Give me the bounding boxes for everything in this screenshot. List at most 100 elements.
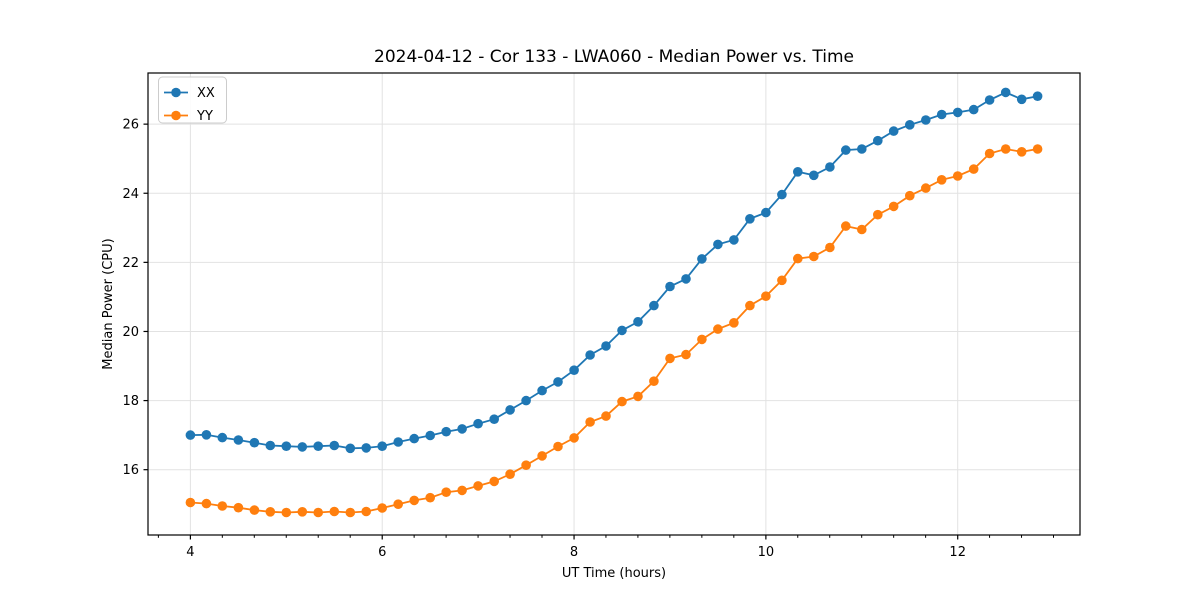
data-point-XX [585, 350, 595, 360]
data-point-XX [345, 443, 356, 454]
data-point-XX [473, 418, 483, 429]
tick-labels: 4 6 8 10 12 16 18 20 22 24 26 [122, 118, 966, 560]
data-point-XX [697, 254, 707, 264]
x-tick-label: 6 [378, 545, 386, 560]
y-tick-label: 24 [122, 187, 139, 202]
data-point-XX [905, 120, 915, 130]
data-point-YY [297, 507, 308, 517]
data-point-XX [936, 109, 947, 120]
data-point-YY [952, 171, 963, 181]
data-point-YY [601, 411, 611, 421]
data-point-XX [681, 274, 691, 284]
data-point-XX [649, 300, 659, 311]
plot-border [147, 72, 1081, 536]
data-point-YY [809, 251, 819, 262]
y-tick-label: 20 [122, 325, 139, 340]
data-point-YY [521, 460, 531, 471]
legend-marker-icon [171, 110, 181, 121]
data-point-XX [825, 162, 835, 172]
data-point-YY [233, 502, 244, 513]
data-series [185, 87, 1043, 518]
data-point-XX [921, 115, 931, 125]
data-point-XX [233, 435, 244, 445]
series-line-YY [190, 148, 1038, 514]
data-point-YY [761, 291, 771, 302]
data-point-XX [185, 430, 196, 440]
chart-title: 2024-04-12 - Cor 133 - LWA060 - Median P… [374, 47, 854, 67]
data-point-YY [936, 175, 947, 185]
data-point-XX [553, 377, 563, 387]
data-point-YY [825, 242, 835, 253]
data-point-XX [888, 126, 899, 136]
data-point-YY [841, 221, 851, 231]
data-point-XX [489, 414, 500, 425]
data-point-YY [649, 376, 659, 387]
data-point-YY [329, 506, 340, 517]
data-point-YY [745, 300, 755, 311]
data-point-XX [761, 207, 771, 218]
data-point-YY [857, 224, 867, 235]
data-point-YY [393, 499, 404, 510]
data-point-XX [281, 441, 292, 452]
data-point-XX [505, 405, 515, 415]
data-point-YY [585, 417, 595, 427]
data-point-YY [217, 501, 228, 511]
data-point-XX [425, 430, 436, 441]
y-tick-label: 26 [122, 118, 139, 133]
data-point-XX [952, 107, 963, 118]
data-point-YY [633, 391, 643, 402]
data-point-YY [553, 441, 563, 452]
legend: XX YY [158, 76, 227, 124]
data-point-XX [377, 441, 388, 452]
data-point-YY [905, 190, 915, 201]
data-point-XX [329, 440, 340, 451]
data-point-YY [425, 492, 436, 503]
data-point-YY [921, 183, 931, 193]
series-line-XX [190, 91, 1038, 450]
data-point-XX [841, 145, 851, 155]
data-point-YY [489, 476, 500, 487]
data-point-YY [1016, 147, 1027, 157]
legend-item-YY: YY [164, 109, 213, 124]
data-point-YY [537, 451, 547, 461]
data-point-YY [409, 495, 420, 506]
data-point-YY [681, 349, 691, 360]
data-point-XX [745, 214, 755, 224]
data-point-YY [777, 275, 787, 286]
y-tick-label: 18 [122, 394, 139, 409]
y-axis-label: Median Power (CPU) [101, 238, 116, 369]
series-markers-XX [185, 87, 1043, 454]
data-point-XX [729, 235, 739, 245]
legend-label: XX [197, 86, 215, 101]
data-point-XX [984, 95, 995, 105]
data-point-YY [441, 487, 452, 498]
data-point-XX [1000, 87, 1011, 98]
data-point-XX [201, 430, 212, 440]
y-tick-label: 16 [122, 463, 139, 478]
data-point-XX [409, 433, 420, 444]
data-point-XX [441, 426, 452, 437]
data-point-YY [729, 318, 739, 328]
data-point-XX [873, 135, 883, 146]
data-point-XX [361, 443, 372, 453]
data-point-XX [297, 442, 308, 452]
data-point-YY [185, 497, 196, 508]
data-point-YY [505, 469, 515, 480]
x-axis-label: UT Time (hours) [562, 566, 666, 581]
legend-item-XX: XX [164, 86, 215, 101]
data-point-YY [888, 201, 899, 212]
data-point-YY [617, 396, 627, 407]
data-point-XX [521, 395, 531, 406]
data-point-XX [217, 432, 228, 443]
data-point-YY [281, 507, 292, 518]
grid-lines [148, 73, 1080, 535]
data-point-YY [313, 507, 324, 518]
x-tick-label: 10 [758, 545, 775, 560]
x-tick-label: 8 [570, 545, 578, 560]
data-point-XX [313, 441, 324, 452]
data-point-YY [249, 505, 260, 515]
axes [143, 72, 1081, 540]
x-tick-label: 12 [949, 545, 966, 560]
data-point-XX [793, 167, 803, 177]
